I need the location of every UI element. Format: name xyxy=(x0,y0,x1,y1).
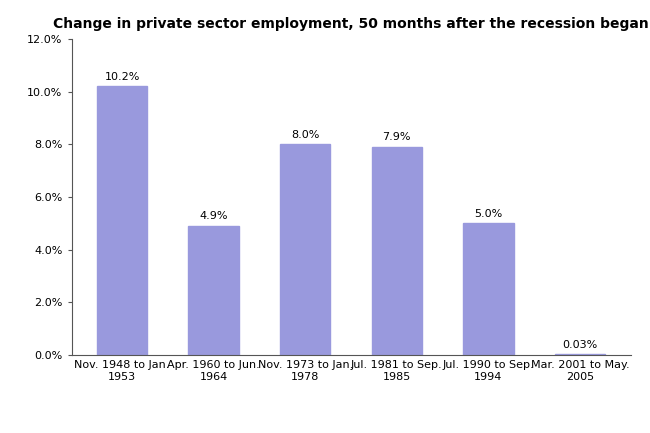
Bar xyxy=(280,144,330,355)
Title: Change in private sector employment, 50 months after the recession began: Change in private sector employment, 50 … xyxy=(53,17,649,31)
Bar xyxy=(554,354,605,355)
Text: 10.2%: 10.2% xyxy=(105,71,140,82)
Text: 4.9%: 4.9% xyxy=(200,211,228,221)
Bar xyxy=(463,223,514,355)
Bar xyxy=(188,226,239,355)
Text: 5.0%: 5.0% xyxy=(474,209,502,219)
Bar xyxy=(97,86,148,355)
Text: 8.0%: 8.0% xyxy=(291,129,319,139)
Text: 7.9%: 7.9% xyxy=(383,132,411,142)
Bar xyxy=(372,147,422,355)
Text: 0.03%: 0.03% xyxy=(562,339,597,349)
